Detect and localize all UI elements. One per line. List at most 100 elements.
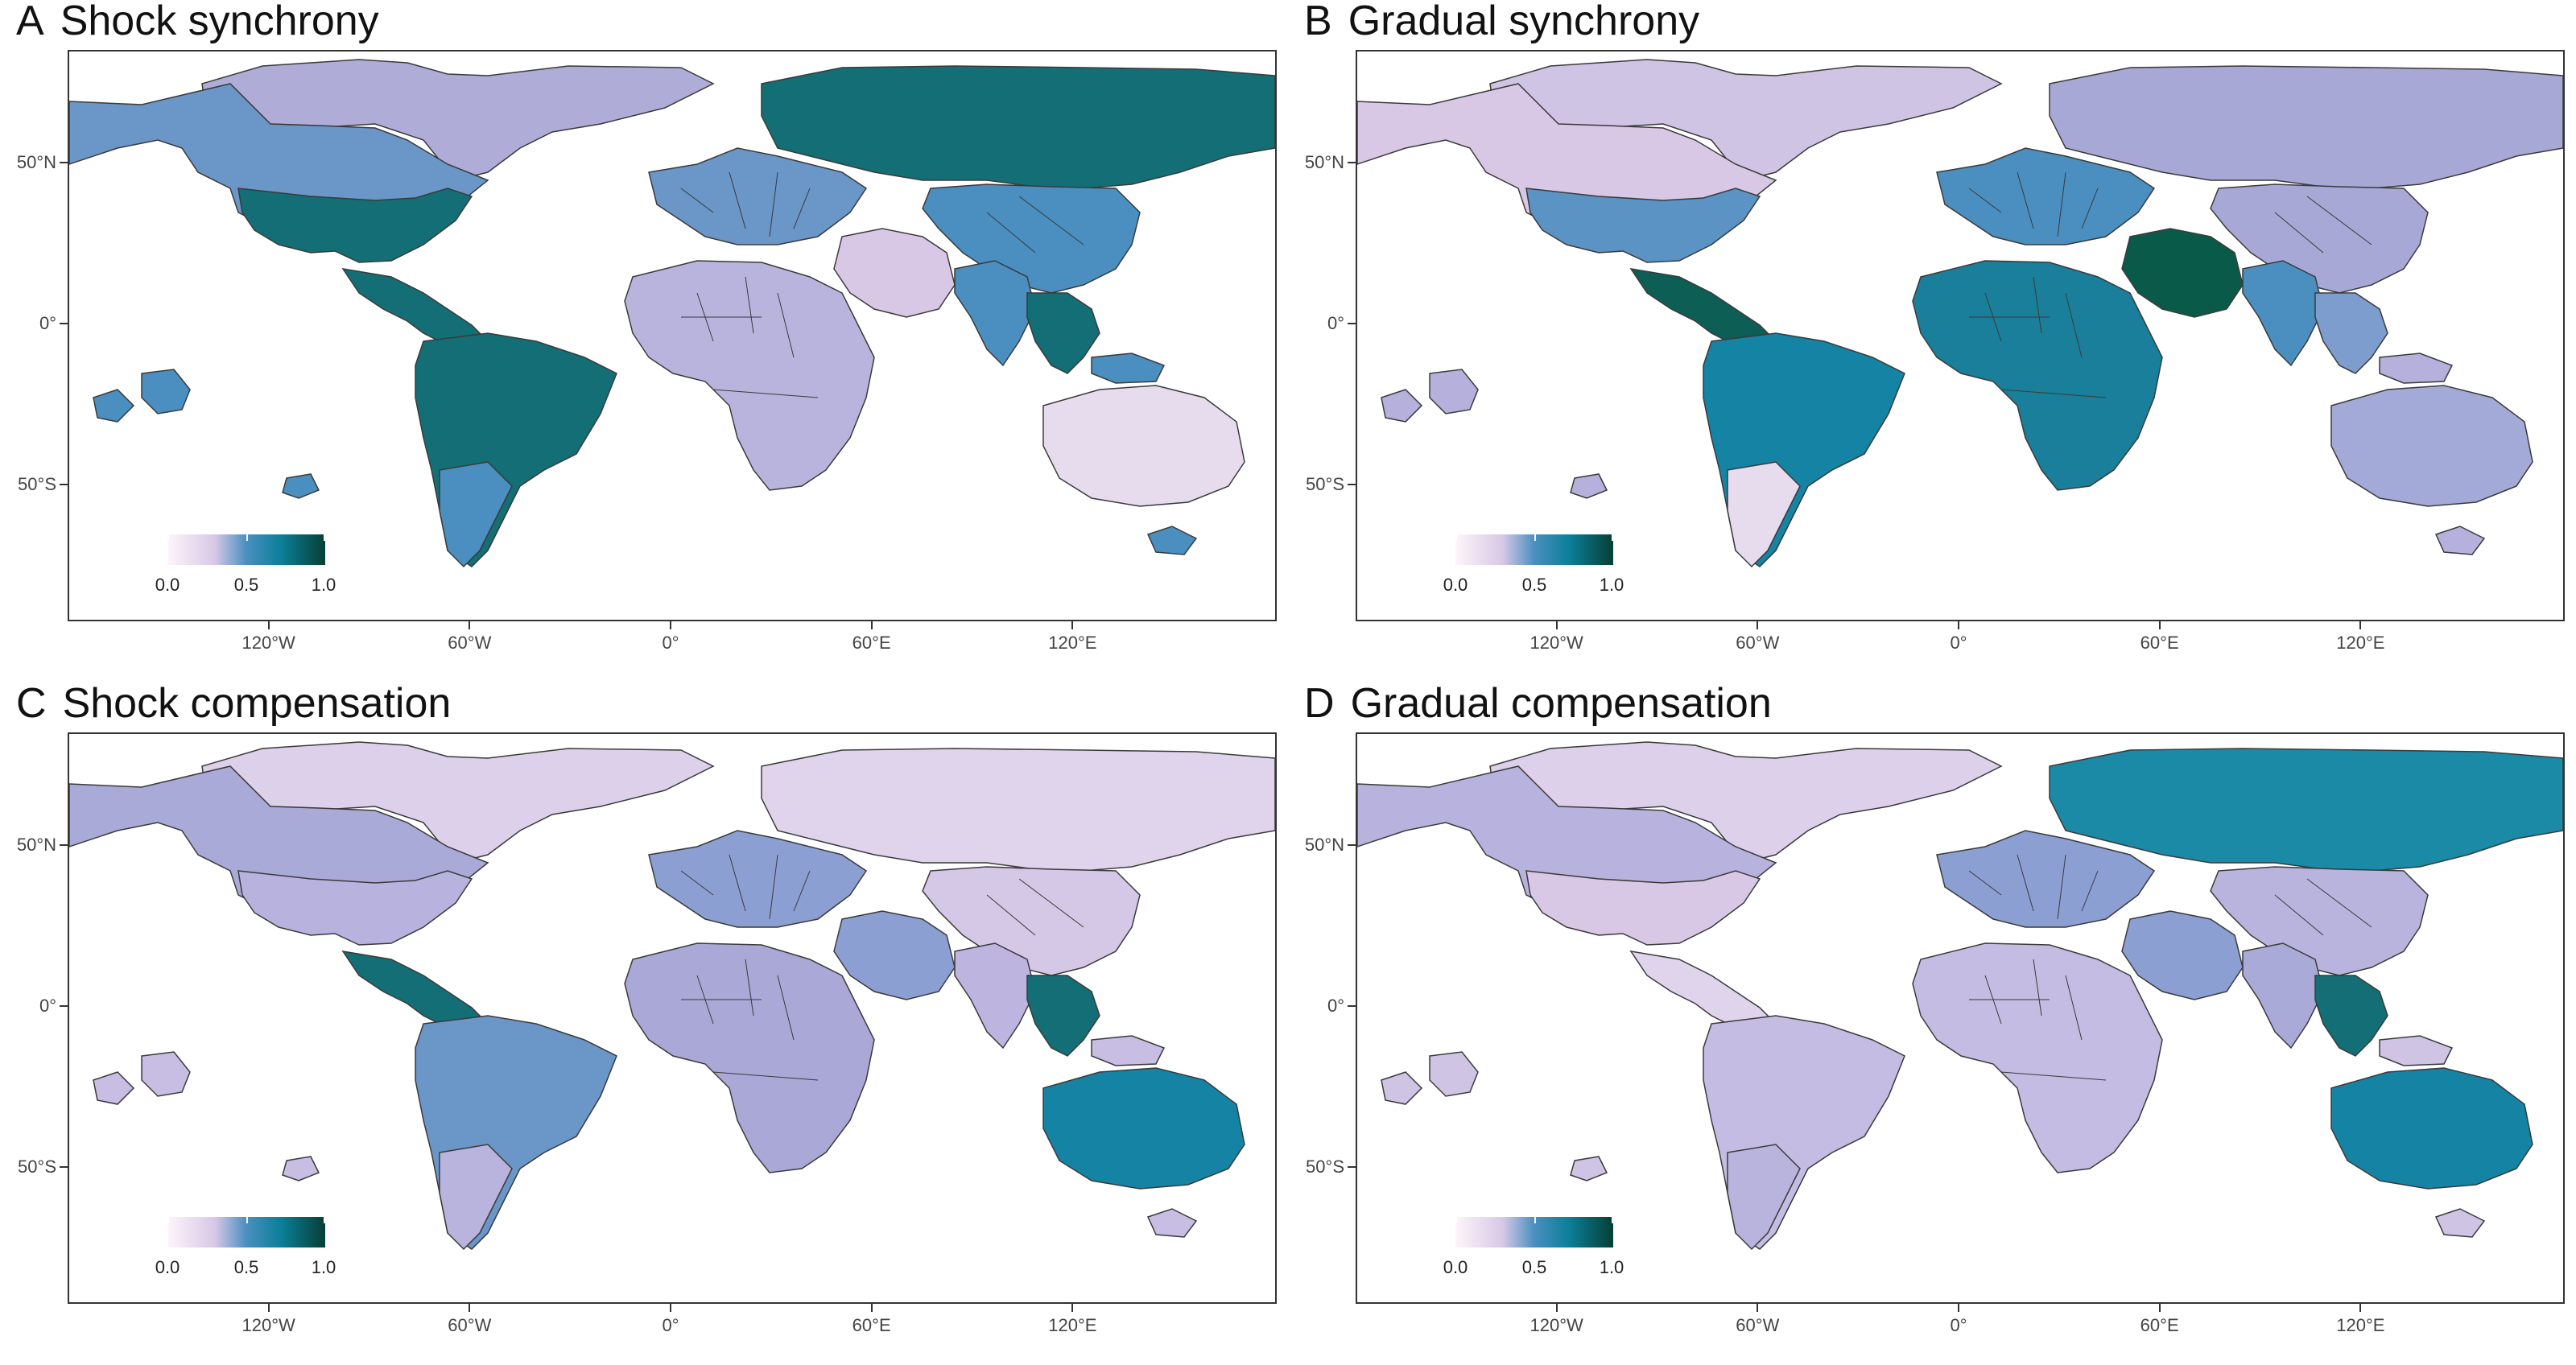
x-tick-label: 120°W <box>1530 633 1583 653</box>
x-tick <box>1757 621 1759 629</box>
panel-title-text: Shock synchrony <box>60 0 379 44</box>
x-tick <box>2359 1304 2362 1312</box>
region-argentina <box>1727 461 1801 568</box>
region-usa <box>1525 188 1761 263</box>
legend-tick-mid <box>1534 1217 1536 1223</box>
x-tick <box>267 1304 270 1312</box>
panel-letter: C <box>16 680 47 727</box>
region-india <box>954 260 1036 367</box>
x-tick-label: 120°W <box>242 633 295 653</box>
x-tick-label: 0° <box>662 1315 679 1335</box>
x-tick <box>1071 1304 1074 1312</box>
region-australia <box>1042 1067 1245 1190</box>
x-tick-label: 60°W <box>1736 633 1780 653</box>
legend-label-mid: 0.5 <box>233 1257 259 1277</box>
y-tick-label: 50°S <box>1306 1157 1344 1177</box>
country-border-0 <box>1969 276 2107 398</box>
region-russia <box>761 65 1275 189</box>
legend-tick-max <box>1612 534 1613 541</box>
panel-title: D Gradual compensation <box>1304 679 1772 728</box>
panel-gradual-synchrony: B Gradual synchrony 0.0 0.5 1.0 50°N 0° 50°S 120… <box>1288 0 2576 682</box>
legend-tick-mid <box>246 1217 248 1223</box>
region-argentina <box>1727 1144 1801 1251</box>
region-africa <box>1912 260 2163 491</box>
country-border-1 <box>680 854 811 920</box>
region-india <box>954 942 1036 1050</box>
map-frame <box>68 50 1277 621</box>
legend-tick-max <box>324 1217 325 1223</box>
x-tick <box>870 1304 873 1312</box>
x-tick <box>670 621 671 629</box>
region-argentina <box>439 1144 513 1251</box>
region-europe <box>1936 830 2156 928</box>
y-tick <box>60 1005 68 1008</box>
legend-label-max: 1.0 <box>311 575 336 595</box>
y-tick-label: 0° <box>1327 313 1344 334</box>
y-tick-label: 50°N <box>16 835 56 856</box>
country-border-1 <box>1968 854 2099 920</box>
region-middle-east <box>2121 228 2244 318</box>
x-tick-label: 60°E <box>852 633 891 653</box>
x-tick-label: 0° <box>1950 1315 1967 1335</box>
region-europe <box>648 830 868 928</box>
panel-title-text: Gradual synchrony <box>1348 0 1700 44</box>
panel-letter: A <box>16 0 44 44</box>
legend-label-min: 0.0 <box>155 1257 180 1277</box>
x-tick-label: 60°E <box>2140 1315 2179 1335</box>
legend-label-mid: 0.5 <box>1521 1257 1547 1277</box>
x-tick <box>1757 1304 1759 1312</box>
y-tick-label: 0° <box>39 996 56 1017</box>
y-tick <box>1348 1005 1356 1008</box>
y-tick <box>60 323 68 325</box>
y-tick-label: 50°N <box>1304 835 1344 856</box>
legend-tick-max <box>1612 1217 1613 1223</box>
region-africa <box>624 942 875 1173</box>
legend-label-min: 0.0 <box>155 575 180 595</box>
legend-tick-min <box>1455 534 1457 541</box>
country-border-0 <box>1969 959 2107 1081</box>
region-china <box>2210 866 2429 976</box>
x-tick <box>2359 621 2362 629</box>
x-tick-label: 120°E <box>2336 1315 2385 1335</box>
panel-title-text: Shock compensation <box>62 680 452 727</box>
y-tick <box>60 484 68 486</box>
country-border-1 <box>1968 171 2099 237</box>
region-islands <box>93 353 1198 555</box>
panel-title: C Shock compensation <box>16 679 451 728</box>
legend-tick-mid <box>1534 534 1536 541</box>
country-border-2 <box>986 878 1084 936</box>
region-russia <box>2049 65 2563 189</box>
region-china <box>922 866 1141 976</box>
legend-tick-mid <box>246 534 248 541</box>
legend-label-mid: 0.5 <box>233 575 259 595</box>
panel-shock-synchrony: A Shock synchrony 0.0 0.5 1.0 50°N 0° 50°S 120°W… <box>0 0 1288 682</box>
region-russia <box>761 748 1275 872</box>
region-middle-east <box>833 228 956 318</box>
legend-tick-min <box>167 534 169 541</box>
x-tick <box>1958 621 1959 629</box>
x-tick <box>469 1304 471 1312</box>
legend-tick-min <box>167 1217 169 1223</box>
legend-tick-min <box>1455 1217 1457 1223</box>
region-australia <box>2330 385 2533 507</box>
x-tick <box>267 621 270 629</box>
panel-title: B Gradual synchrony <box>1304 0 1699 45</box>
y-tick-label: 50°S <box>1306 474 1344 495</box>
region-india <box>2242 260 2324 367</box>
panel-letter: D <box>1304 680 1335 727</box>
x-tick-label: 120°W <box>242 1315 295 1335</box>
region-southeast-asia <box>2314 975 2388 1057</box>
world-map <box>69 741 1275 1251</box>
region-europe <box>1936 147 2156 245</box>
country-border-1 <box>680 171 811 237</box>
region-islands <box>1381 1035 2486 1238</box>
panel-shock-compensation: C Shock compensation 0.0 0.5 1.0 50°N 0° 50°S 12… <box>0 679 1288 1365</box>
x-tick-label: 60°W <box>1736 1315 1780 1335</box>
region-russia <box>2049 748 2563 872</box>
legend-label-max: 1.0 <box>1599 575 1624 595</box>
y-tick <box>1348 1166 1356 1169</box>
world-map <box>69 59 1275 568</box>
y-tick-label: 50°S <box>18 474 56 495</box>
legend-tick-max <box>324 534 325 541</box>
x-tick-label: 120°E <box>2336 633 2385 653</box>
